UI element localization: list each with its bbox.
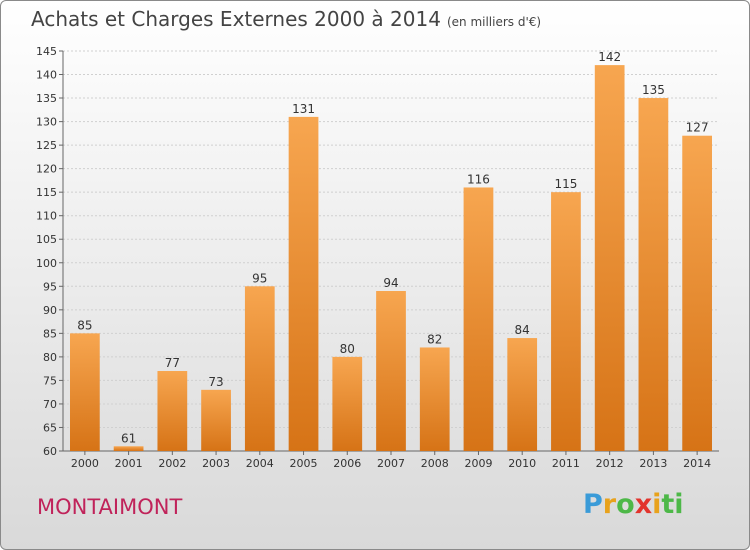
data-label: 77 [165, 356, 180, 370]
x-tick-label: 2010 [508, 457, 536, 470]
x-tick-label: 2003 [202, 457, 230, 470]
y-tick-label: 115 [36, 186, 57, 199]
bar [113, 446, 144, 451]
x-tick-label: 2008 [421, 457, 449, 470]
y-tick-label: 105 [36, 233, 57, 246]
data-label: 135 [642, 83, 665, 97]
logo-letter: r [602, 489, 617, 520]
x-tick-label: 2012 [596, 457, 624, 470]
y-tick-label: 130 [36, 116, 57, 129]
bar [594, 65, 625, 451]
y-tick-label: 145 [36, 45, 57, 58]
y-tick-label: 85 [43, 327, 57, 340]
data-label: 131 [292, 102, 315, 116]
y-tick-label: 70 [43, 398, 57, 411]
x-tick-label: 2007 [377, 457, 405, 470]
y-tick-label: 135 [36, 92, 57, 105]
bar [507, 338, 538, 451]
city-name: MONTAIMONT [37, 495, 183, 519]
x-tick-label: 2004 [246, 457, 274, 470]
bar [69, 333, 100, 451]
x-tick-label: 2001 [115, 457, 143, 470]
bar [332, 356, 363, 451]
y-tick-label: 80 [43, 351, 57, 364]
y-tick-label: 90 [43, 304, 57, 317]
proxiti-logo: Proxiti [583, 489, 684, 520]
data-label: 115 [554, 177, 577, 191]
bar [682, 135, 713, 452]
unit-label: (en milliers d'€) [446, 15, 542, 29]
y-tick-label: 110 [36, 210, 57, 223]
x-tick-label: 2011 [552, 457, 580, 470]
bar [244, 286, 275, 451]
bar [288, 116, 319, 451]
y-tick-label: 75 [43, 374, 57, 387]
x-tick-label: 2009 [464, 457, 492, 470]
title-text: Achats et Charges Externes 2000 à 2014 [31, 7, 441, 31]
chart-title: Achats et Charges Externes 2000 à 2014 (e… [31, 7, 541, 31]
y-tick-label: 65 [43, 421, 57, 434]
data-label: 85 [77, 318, 92, 332]
x-tick-label: 2002 [158, 457, 186, 470]
y-tick-label: 125 [36, 139, 57, 152]
y-tick-label: 60 [43, 445, 57, 458]
data-label: 84 [515, 323, 530, 337]
bar [419, 347, 450, 451]
bar [463, 187, 494, 451]
bar [376, 291, 406, 451]
x-tick-label: 2006 [333, 457, 361, 470]
x-tick-label: 2013 [639, 457, 667, 470]
logo-letter: x [634, 489, 653, 520]
data-label: 116 [467, 172, 490, 186]
data-label: 95 [252, 271, 267, 285]
data-label: 142 [598, 50, 621, 64]
logo-letter: o [616, 489, 635, 520]
bar [157, 371, 188, 451]
x-tick-label: 2000 [71, 457, 99, 470]
data-label: 82 [427, 332, 442, 346]
logo-letter: i [652, 489, 662, 520]
y-tick-label: 140 [36, 69, 57, 82]
data-label: 80 [340, 342, 355, 356]
data-label: 127 [686, 121, 709, 135]
data-label: 73 [208, 375, 223, 389]
x-tick-label: 2005 [290, 457, 318, 470]
x-tick-label: 2014 [683, 457, 711, 470]
y-tick-label: 100 [36, 257, 57, 270]
data-label: 61 [121, 431, 136, 445]
logo-letter: ti [661, 489, 684, 520]
y-tick-label: 120 [36, 163, 57, 176]
bar [638, 98, 669, 451]
bar [551, 192, 581, 452]
logo-letter: P [583, 489, 603, 520]
bar [201, 389, 231, 451]
y-tick-label: 95 [43, 280, 57, 293]
data-label: 94 [383, 276, 398, 290]
